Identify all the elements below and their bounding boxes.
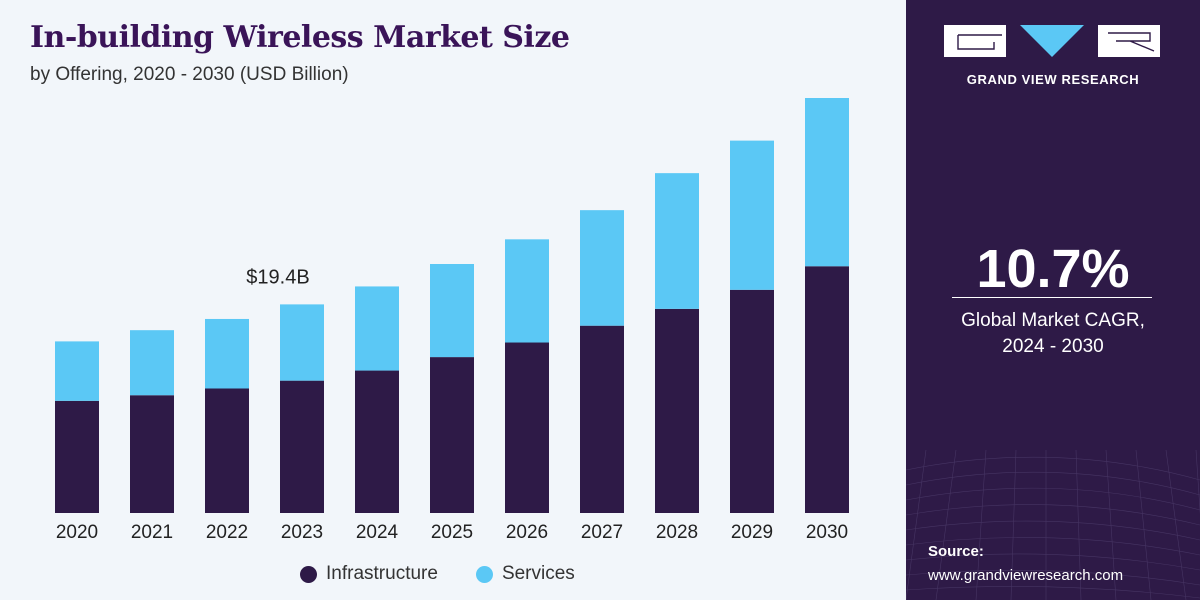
x-tick-2020: 2020 (56, 522, 98, 543)
x-tick-2021: 2021 (131, 522, 173, 543)
bar-services-2020 (55, 341, 99, 401)
x-tick-2022: 2022 (206, 522, 248, 543)
cagr-label: Global Market CAGR, 2024 - 2030 (906, 308, 1200, 360)
x-tick-2023: 2023 (281, 522, 323, 543)
bar-services-2023 (280, 304, 324, 381)
bar-services-2027 (580, 210, 624, 326)
data-label-2023: $19.4B (246, 266, 309, 288)
bar-infrastructure-2026 (505, 342, 549, 513)
legend-item-services: Services (475, 563, 575, 585)
legend-label-infrastructure: Infrastructure (326, 563, 438, 584)
gvr-logo (944, 25, 1160, 57)
legend-label-services: Services (501, 563, 575, 584)
source-url[interactable]: www.grandviewresearch.com (928, 567, 1124, 584)
legend-swatch-infrastructure (300, 565, 317, 583)
chart-subtitle: by Offering, 2020 - 2030 (USD Billion) (30, 64, 349, 85)
sidebar-panel: GRAND VIEW RESEARCH 10.7% Global Market … (906, 0, 1200, 600)
mesh-background (906, 449, 1200, 600)
bar-chart: 2020 2021 2022 2023 $19.4B 2024 2025 2026 2027 20… (55, 98, 849, 543)
bar-services-2026 (505, 239, 549, 343)
x-tick-2024: 2024 (356, 522, 399, 543)
x-tick-2027: 2027 (581, 522, 623, 543)
x-tick-2028: 2028 (656, 522, 698, 543)
bar-infrastructure-2023 (280, 380, 324, 513)
legend-swatch-services (475, 565, 493, 583)
cagr-label-line1: Global Market CAGR, (961, 310, 1145, 331)
source-label: Source: (928, 543, 984, 560)
legend-item-infrastructure: Infrastructure (300, 563, 438, 585)
bar-infrastructure-2030 (805, 266, 849, 513)
legend: Infrastructure Services (300, 563, 575, 585)
bar-services-2021 (130, 330, 174, 396)
cagr-divider (952, 297, 1152, 298)
bar-infrastructure-2024 (355, 370, 399, 513)
brand-name: GRAND VIEW RESEARCH (966, 72, 1140, 87)
bar-services-2022 (205, 318, 249, 389)
bar-infrastructure-2029 (730, 289, 774, 513)
x-tick-2029: 2029 (731, 522, 773, 543)
bar-infrastructure-2025 (430, 357, 474, 513)
bar-services-2029 (730, 140, 774, 290)
bar-services-2024 (355, 286, 399, 371)
bar-services-2030 (805, 98, 849, 267)
x-tick-2025: 2025 (431, 522, 473, 543)
bar-infrastructure-2022 (205, 388, 249, 513)
bar-infrastructure-2028 (655, 308, 699, 513)
bar-infrastructure-2020 (55, 400, 99, 513)
bar-services-2028 (655, 173, 699, 309)
x-tick-2026: 2026 (506, 522, 548, 543)
cagr-value: 10.7% (976, 239, 1130, 299)
bar-infrastructure-2027 (580, 325, 624, 513)
bar-infrastructure-2021 (130, 395, 174, 513)
x-tick-2030: 2030 (806, 522, 848, 543)
cagr-label-line2: 2024 - 2030 (1002, 336, 1104, 357)
bar-services-2025 (430, 264, 474, 358)
chart-title: In-building Wireless Market Size (30, 20, 570, 55)
